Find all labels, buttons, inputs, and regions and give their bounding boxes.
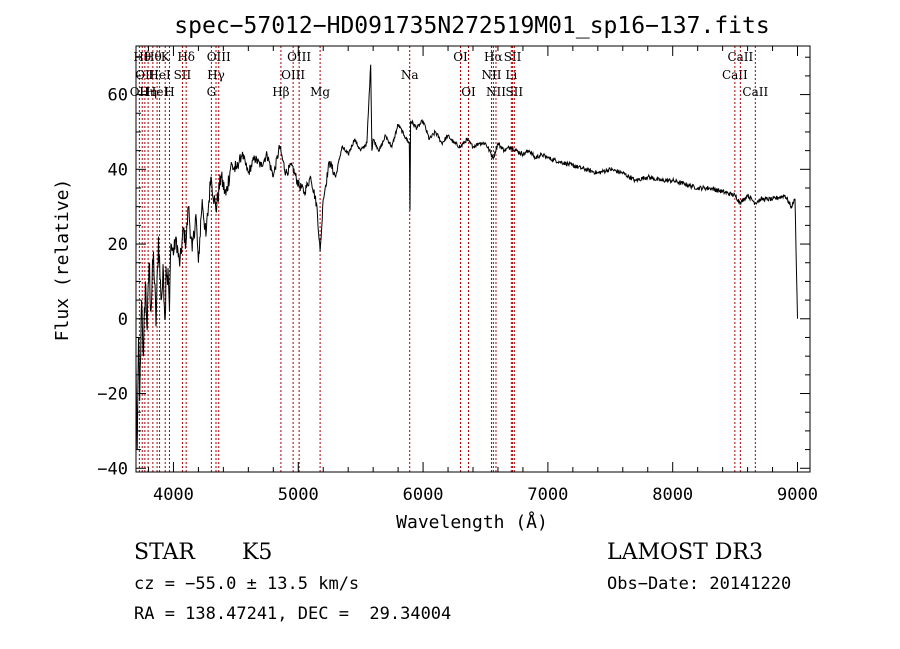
line-marker-label: SII [174, 68, 192, 82]
line-marker-label: OIII [281, 68, 305, 82]
y-tick-label: 60 [108, 86, 128, 106]
x-tick-label: 6000 [403, 485, 444, 505]
redshift-value: cz = −55.0 ± 13.5 km/s [134, 574, 360, 594]
x-tick-label: 9000 [777, 485, 818, 505]
line-marker-label: Hθ [133, 50, 151, 64]
line-marker-label: Hα [484, 50, 503, 64]
y-tick-label: −20 [97, 385, 128, 405]
coordinates: RA = 138.47241, DEC = 29.34004 [134, 604, 452, 624]
line-marker-label: Na [401, 68, 419, 82]
spectrum-line [135, 64, 798, 450]
chart-title: spec−57012−HD091735N272519M01_sp16−137.f… [174, 13, 769, 39]
y-tick-label: 20 [108, 235, 128, 255]
line-marker-label: HeI [146, 85, 169, 99]
plot-frame [135, 45, 811, 473]
x-axis: 4000 5000 6000 7000 8000 9000 [147, 46, 818, 505]
line-marker-label: SII [504, 50, 522, 64]
line-marker-label: SII [505, 85, 523, 99]
line-marker-label: HeI [148, 68, 171, 82]
y-axis: −40 −20 0 20 40 60 [97, 56, 810, 479]
y-tick-label: 0 [118, 310, 128, 330]
line-marker-label: OI [461, 85, 476, 99]
y-tick-label: 40 [108, 160, 128, 180]
obs-date: Obs−Date: 20141220 [607, 574, 792, 594]
x-tick-label: 5000 [278, 485, 319, 505]
line-marker-label: OIII [207, 50, 231, 64]
line-marker-label: Mg [310, 85, 330, 99]
x-tick-label: 4000 [153, 485, 194, 505]
line-marker-label: Li [505, 68, 517, 82]
spectral-subclass: K5 [242, 540, 273, 565]
y-axis-label: Flux (relative) [52, 179, 73, 342]
line-marker-label: G [207, 85, 217, 99]
emission-line-markers: OIIHθOIIHηHθHeIHeIKHSIIHδGHγOIIIHβOIIIOI… [130, 46, 768, 472]
line-marker-label: K [161, 50, 171, 64]
line-marker-label: OI [453, 50, 468, 64]
object-class: STAR [134, 540, 195, 565]
x-tick-label: 7000 [527, 485, 568, 505]
line-marker-label: OIII [287, 50, 311, 64]
x-axis-label: Wavelength (Å) [396, 511, 548, 533]
y-tick-label: −40 [97, 459, 128, 479]
line-marker-label: Hθ [144, 50, 162, 64]
line-marker-label: Hβ [272, 85, 289, 99]
line-marker-label: Hγ [207, 68, 225, 82]
line-marker-label: NII [481, 68, 501, 82]
line-marker-label: Hδ [177, 50, 195, 64]
line-marker-label: CaII [722, 68, 748, 82]
line-marker-label: H [164, 85, 174, 99]
line-marker-label: OII [135, 68, 155, 82]
line-marker-label: NII [486, 85, 506, 99]
x-tick-label: 8000 [652, 485, 693, 505]
line-marker-label: CaII [742, 85, 768, 99]
survey-name: LAMOST DR3 [607, 540, 763, 565]
line-marker-label: CaII [727, 50, 753, 64]
